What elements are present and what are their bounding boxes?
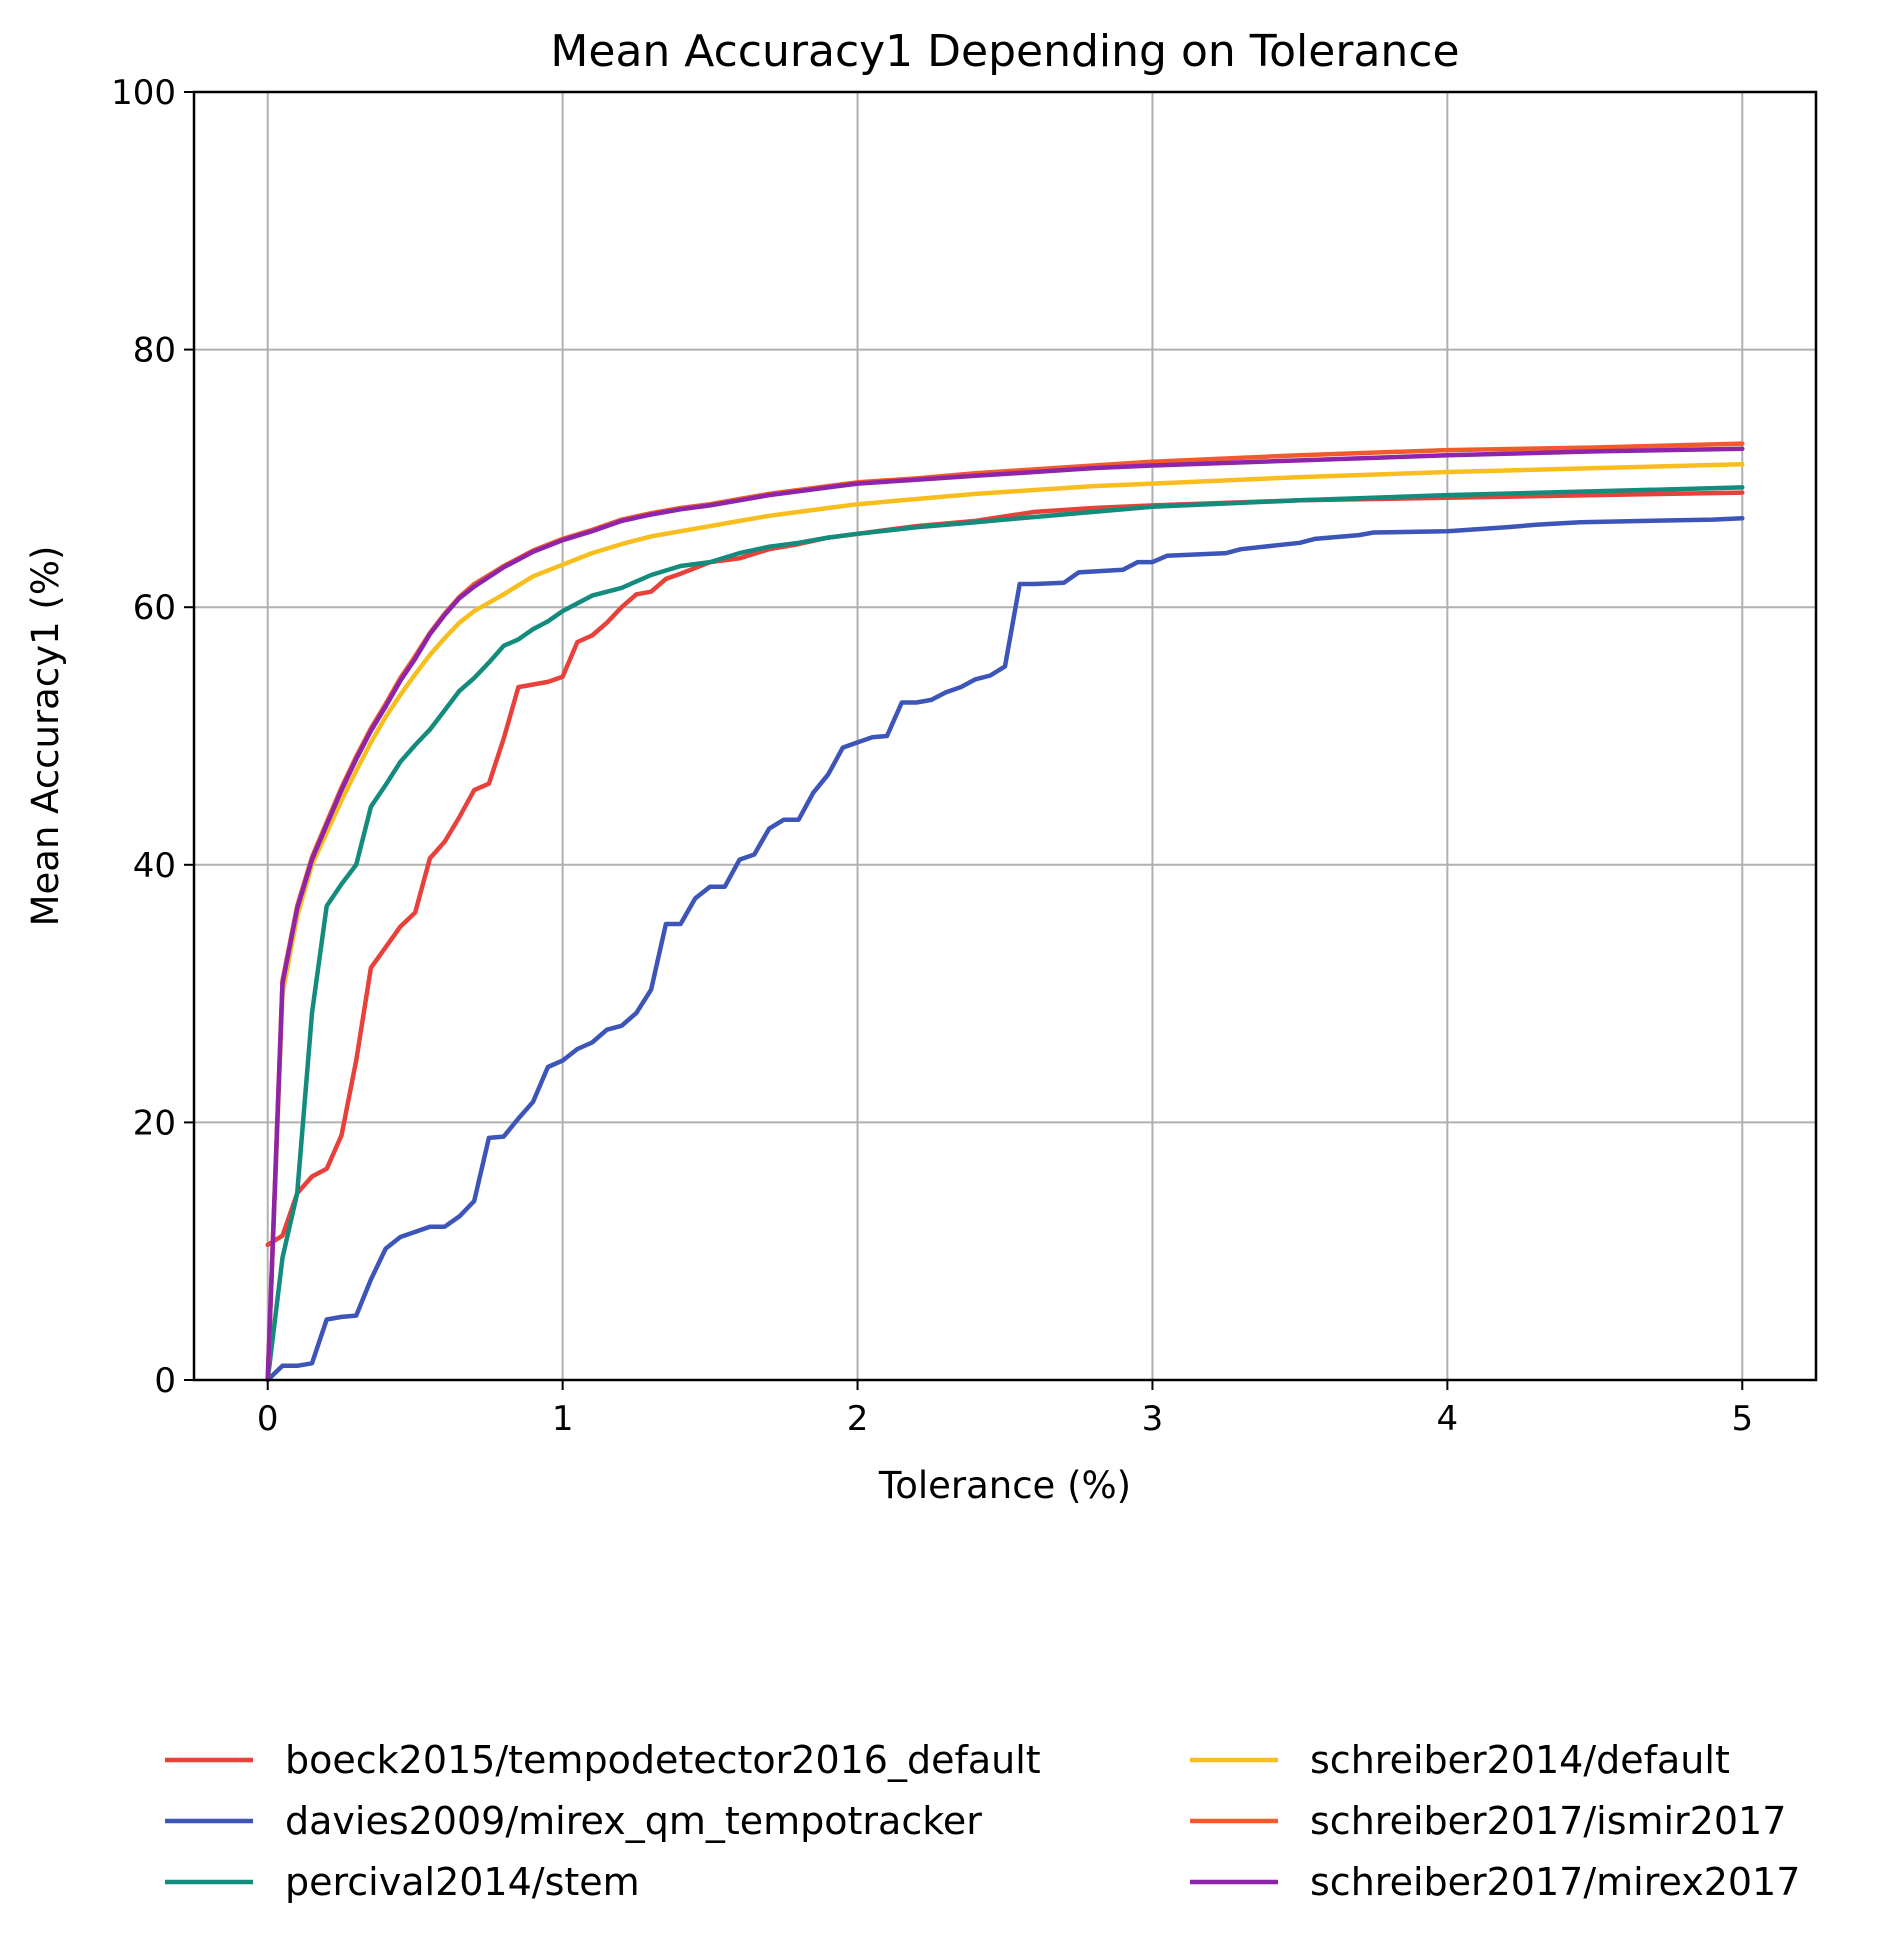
axis-ticks: 0 1 2 3 4 5 0 20 40 60 80 100 [111, 73, 1753, 1439]
legend-label: percival2014/stem [285, 1860, 640, 1904]
x-tick-label: 4 [1437, 1399, 1459, 1439]
y-axis-label: Mean Accuracy1 (%) [24, 546, 67, 927]
series-line [265, 446, 1745, 1383]
y-tick-label: 40 [133, 846, 176, 886]
legend-label: schreiber2014/default [1310, 1738, 1730, 1782]
x-axis-label: Tolerance (%) [878, 1464, 1131, 1507]
series-lines [265, 441, 1745, 1383]
series-line [265, 516, 1745, 1383]
grid-lines [194, 91, 1816, 1381]
x-tick-label: 2 [847, 1399, 869, 1439]
legend-label: davies2009/mirex_qm_tempotracker [285, 1799, 982, 1843]
x-tick-label: 1 [552, 1399, 574, 1439]
y-tick-label: 0 [154, 1361, 176, 1401]
x-tick-label: 3 [1142, 1399, 1164, 1439]
legend: boeck2015/tempodetector2016_defaultdavie… [165, 1738, 1800, 1904]
chart-title: Mean Accuracy1 Depending on Tolerance [550, 26, 1459, 77]
y-tick-label: 60 [133, 588, 176, 628]
legend-label: schreiber2017/mirex2017 [1310, 1860, 1800, 1904]
series-line [265, 485, 1745, 1383]
y-tick-label: 20 [133, 1103, 176, 1143]
series-line [265, 461, 1745, 1383]
y-tick-label: 100 [111, 73, 176, 113]
x-tick-label: 5 [1731, 1399, 1753, 1439]
x-tick-label: 0 [257, 1399, 279, 1439]
plot-frame [192, 90, 1818, 1382]
legend-label: boeck2015/tempodetector2016_default [285, 1738, 1041, 1782]
legend-label: schreiber2017/ismir2017 [1310, 1799, 1786, 1843]
y-tick-label: 80 [133, 331, 176, 371]
